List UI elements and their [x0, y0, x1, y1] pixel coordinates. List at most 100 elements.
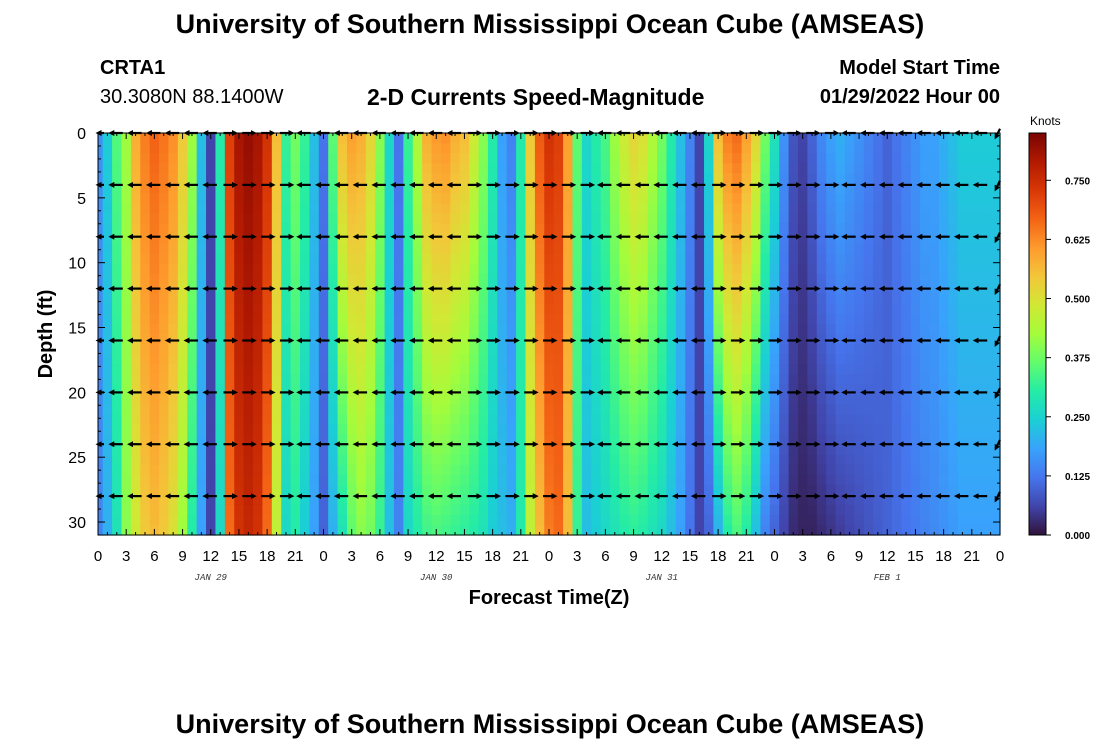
heatmap-cell — [779, 193, 790, 204]
heatmap-cell — [769, 374, 780, 385]
heatmap-cell — [187, 293, 198, 305]
heatmap-cell — [797, 474, 808, 486]
heatmap-cell — [328, 273, 339, 285]
heatmap-cell — [760, 394, 771, 405]
heatmap-cell — [384, 183, 395, 194]
heatmap-cell — [751, 484, 762, 496]
heatmap-cell — [365, 364, 376, 375]
heatmap-cell — [704, 193, 715, 204]
heatmap-cell — [929, 193, 940, 204]
heatmap-cell — [995, 484, 1001, 496]
heatmap-cell — [760, 454, 771, 466]
heatmap-cell — [356, 454, 367, 466]
heatmap-cell — [300, 514, 311, 526]
heatmap-cell — [816, 374, 827, 385]
heatmap-cell — [328, 524, 339, 536]
heatmap-cell — [685, 494, 696, 506]
heatmap-cell — [393, 293, 404, 305]
heatmap-cell — [365, 454, 376, 466]
heatmap-cell — [901, 494, 912, 506]
heatmap-cell — [563, 514, 574, 526]
heatmap-cell — [459, 173, 470, 184]
heatmap-cell — [600, 384, 611, 395]
heatmap-cell — [657, 504, 668, 516]
heatmap-cell — [102, 364, 113, 375]
heatmap-cell — [769, 404, 780, 415]
heatmap-cell — [769, 504, 780, 516]
heatmap-cell — [130, 394, 141, 405]
heatmap-cell — [694, 414, 705, 426]
heatmap-cell — [431, 193, 442, 204]
heatmap-cell — [929, 474, 940, 486]
heatmap-cell — [779, 434, 790, 446]
heatmap-cell — [271, 193, 282, 204]
heatmap-cell — [779, 484, 790, 496]
heatmap-cell — [544, 323, 555, 335]
heatmap-cell — [713, 223, 724, 235]
heatmap-cell — [431, 424, 442, 436]
heatmap-cell — [797, 374, 808, 385]
heatmap-cell — [732, 203, 743, 214]
heatmap-cell — [844, 394, 855, 405]
heatmap-cell — [807, 323, 818, 335]
heatmap-cell — [459, 374, 470, 385]
heatmap-cell — [581, 344, 592, 355]
heatmap-cell — [337, 243, 348, 255]
heatmap-cell — [262, 474, 273, 486]
heatmap-cell — [976, 213, 987, 225]
heatmap-cell — [140, 143, 151, 154]
heatmap-cell — [751, 293, 762, 305]
y-axis-label: Depth (ft) — [35, 290, 57, 379]
heatmap-cell — [478, 454, 489, 466]
heatmap-cell — [534, 283, 545, 295]
heatmap-cell — [516, 414, 527, 426]
heatmap-cell — [422, 334, 433, 345]
heatmap-cell — [713, 344, 724, 355]
heatmap-cell — [807, 414, 818, 426]
heatmap-cell — [732, 143, 743, 154]
heatmap-cell — [534, 504, 545, 516]
heatmap-cell — [440, 263, 451, 275]
heatmap-cell — [149, 163, 160, 174]
heatmap-cell — [318, 434, 329, 446]
heatmap-cell — [854, 203, 865, 214]
heatmap-cell — [628, 193, 639, 204]
heatmap-cell — [478, 153, 489, 164]
heatmap-cell — [224, 434, 235, 446]
heatmap-cell — [901, 484, 912, 496]
heatmap-cell — [704, 133, 715, 144]
heatmap-cell — [976, 394, 987, 405]
heatmap-cell — [346, 434, 357, 446]
heatmap-cell — [638, 253, 649, 265]
heatmap-cell — [403, 253, 414, 265]
heatmap-cell — [863, 133, 874, 144]
heatmap-cell — [140, 494, 151, 506]
heatmap-cell — [196, 213, 207, 225]
heatmap-cell — [393, 193, 404, 204]
heatmap-cell — [478, 193, 489, 204]
heatmap-cell — [591, 263, 602, 275]
heatmap-cell — [271, 454, 282, 466]
heatmap-cell — [450, 484, 461, 496]
heatmap-cell — [591, 233, 602, 245]
heatmap-cell — [140, 424, 151, 436]
heatmap-cell — [844, 364, 855, 375]
heatmap-cell — [694, 454, 705, 466]
heatmap-cell — [647, 434, 658, 446]
heatmap-cell — [450, 494, 461, 506]
heatmap-cell — [610, 374, 621, 385]
heatmap-cell — [440, 243, 451, 255]
heatmap-cell — [224, 444, 235, 456]
heatmap-cell — [647, 233, 658, 245]
heatmap-cell — [863, 253, 874, 265]
heatmap-cell — [741, 263, 752, 275]
heatmap-cell — [760, 504, 771, 516]
heatmap-cell — [581, 334, 592, 345]
heatmap-cell — [478, 344, 489, 355]
heatmap-cell — [722, 303, 733, 315]
heatmap-cell — [619, 494, 630, 506]
heatmap-cell — [497, 344, 508, 355]
heatmap-cell — [431, 273, 442, 285]
heatmap-cell — [187, 404, 198, 415]
